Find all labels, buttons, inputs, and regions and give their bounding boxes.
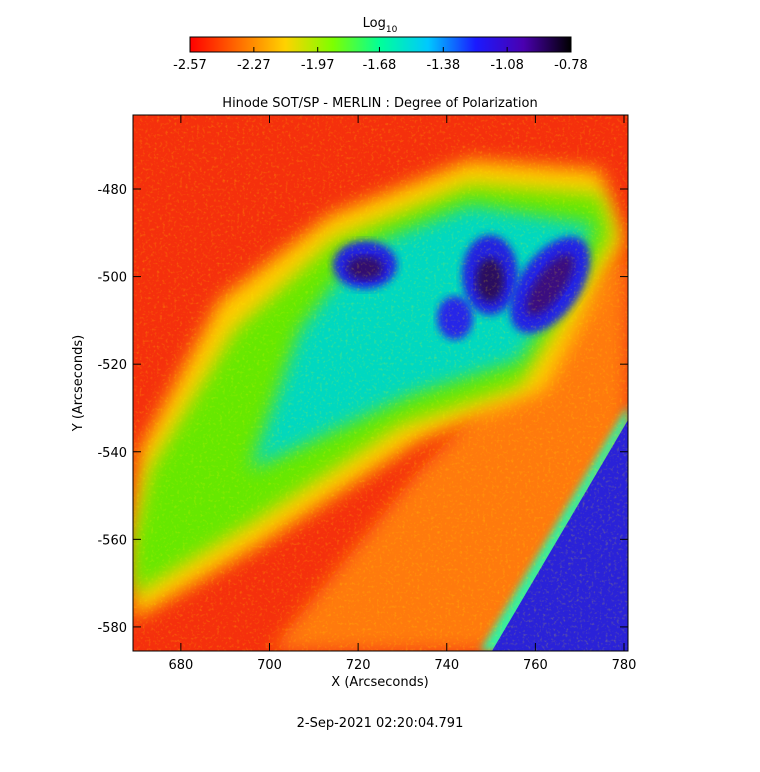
colorbar-tick-label: -2.27 xyxy=(237,58,271,73)
x-tick-label: 720 xyxy=(346,658,371,673)
colorbar-tick-label: -2.57 xyxy=(173,58,207,73)
footer: 2-Sep-2021 02:20:04.791 xyxy=(297,716,464,731)
colorbar-tick-label: -1.68 xyxy=(363,58,397,73)
colorbar-label: Log10 xyxy=(363,16,398,35)
x-tick-label: 760 xyxy=(523,658,548,673)
colorbar-tick-label: -0.78 xyxy=(554,58,588,73)
colorbar xyxy=(189,36,572,53)
colorbar-tick-label: -1.08 xyxy=(490,58,524,73)
y-axis-label: Y (Arcseconds) xyxy=(71,335,86,432)
y-tick-label: -580 xyxy=(97,621,127,636)
colorbar-tick-label: -1.38 xyxy=(426,58,460,73)
y-tick-label: -540 xyxy=(97,446,127,461)
x-tick-label: 780 xyxy=(612,658,637,673)
x-tick-label: 680 xyxy=(168,658,193,673)
x-axis-label: X (Arcseconds) xyxy=(331,675,428,690)
colorbar-tick-label: -1.97 xyxy=(301,58,335,73)
y-tick-label: -480 xyxy=(97,183,127,198)
y-tick-label: -500 xyxy=(97,271,127,286)
plot-frame xyxy=(132,114,629,652)
x-tick-label: 700 xyxy=(257,658,282,673)
chart-title: Hinode SOT/SP - MERLIN : Degree of Polar… xyxy=(222,96,537,111)
colorbar-label-base: Log xyxy=(363,16,386,31)
polarization-image xyxy=(133,115,628,651)
y-tick-label: -520 xyxy=(97,358,127,373)
y-tick-label: -560 xyxy=(97,533,127,548)
x-tick-label: 740 xyxy=(434,658,459,673)
colorbar-label-subscript: 10 xyxy=(386,25,398,35)
